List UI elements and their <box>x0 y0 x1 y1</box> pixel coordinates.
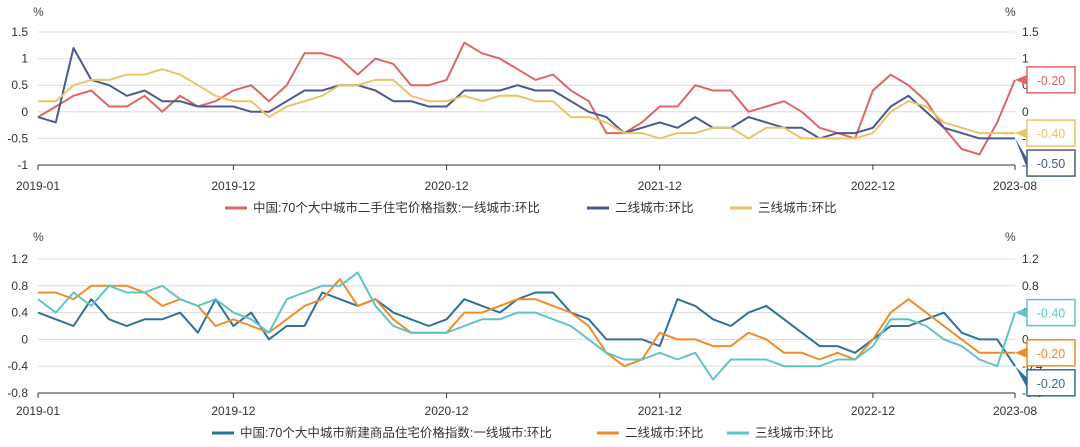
y-tick-label-left: 0 <box>21 105 28 119</box>
legend-label: 中国:70个大中城市二手住宅价格指数:一线城市:环比 <box>253 200 540 215</box>
y-tick-label-right: 0 <box>1022 332 1029 346</box>
y-tick-label-left: 0.8 <box>11 279 28 293</box>
end-value-tag-box <box>1026 298 1076 327</box>
y-tick-label-left: 0.5 <box>11 78 28 92</box>
end-value-tag: -0.50 <box>1015 138 1076 177</box>
end-value-tag-pointer <box>1015 366 1027 388</box>
x-tick-label: 2019-12 <box>211 179 255 193</box>
end-value-tag-box <box>1026 369 1076 397</box>
series-line-3 <box>38 68 1015 140</box>
legend-label: 中国:70个大中城市新建商品住宅价格指数:一线城市:环比 <box>240 425 552 440</box>
chart-1: -1-1-0.5-0.5000.50.5111.51.52019-012019-… <box>7 5 1076 215</box>
end-value-tag: -0.20 <box>1015 339 1076 367</box>
end-value-label: -0.50 <box>1037 157 1066 171</box>
legend-item-3[interactable]: 三线城市:环比 <box>730 200 836 215</box>
y-tick-label-right: 1.2 <box>1022 252 1039 266</box>
y-tick-label-left: -0.8 <box>7 386 28 400</box>
y-tick-label-left: -0.5 <box>7 131 28 145</box>
x-tick-label: 2021-12 <box>638 179 682 193</box>
legend-label: 二线城市:环比 <box>615 200 693 215</box>
x-tick-label: 2019-01 <box>16 404 60 418</box>
y-tick-label-right: 0 <box>1022 105 1029 119</box>
unit-label-left: % <box>33 5 44 19</box>
end-value-label: -0.20 <box>1037 347 1066 361</box>
end-value-tag-pointer <box>1015 74 1027 85</box>
legend-label: 三线城市:环比 <box>758 200 836 215</box>
y-tick-label-left: -1 <box>17 158 28 172</box>
y-tick-label-left: 1.2 <box>11 252 28 266</box>
y-tick-label-left: 0 <box>21 332 28 346</box>
x-tick-label: 2020-12 <box>425 179 469 193</box>
end-value-tag-pointer <box>1015 128 1027 139</box>
series-line-1 <box>37 291 1016 367</box>
end-value-tag-box <box>1026 119 1076 147</box>
legend-item-1[interactable]: 中国:70个大中城市新建商品住宅价格指数:一线城市:环比 <box>212 425 552 440</box>
end-value-tag-pointer <box>1015 347 1027 358</box>
y-tick-label-right: 1.5 <box>1022 25 1039 39</box>
end-value-tag-box <box>1026 66 1076 94</box>
x-tick-label: 2021-12 <box>638 404 682 418</box>
x-tick-label: 2020-12 <box>425 404 469 418</box>
x-tick-label: 2023-08 <box>993 404 1037 418</box>
legend-label: 三线城市:环比 <box>755 425 833 440</box>
unit-label-right: % <box>1005 5 1016 19</box>
chart-2: -0.8-0.8-0.4-0.4000.40.40.80.81.21.22019… <box>7 230 1076 440</box>
end-value-label: -0.20 <box>1037 74 1066 88</box>
x-tick-label: 2019-12 <box>211 404 255 418</box>
series-line-2 <box>37 47 1015 140</box>
y-tick-label-left: 0.4 <box>11 306 28 320</box>
end-value-label: -0.20 <box>1037 377 1066 391</box>
y-tick-label-left: 1.5 <box>11 25 28 39</box>
series-line-2 <box>38 278 1015 368</box>
x-tick-label: 2022-12 <box>851 179 895 193</box>
y-tick-label-left: 1 <box>21 52 28 66</box>
x-tick-label: 2022-12 <box>851 404 895 418</box>
y-tick-label-right: 0.8 <box>1022 279 1039 293</box>
end-value-tag: -0.40 <box>1015 298 1076 327</box>
end-value-tag-box <box>1026 149 1076 177</box>
legend-label: 二线城市:环比 <box>625 425 703 440</box>
end-value-tag-pointer <box>1015 307 1027 318</box>
x-tick-label: 2023-08 <box>993 179 1037 193</box>
end-value-tag: -0.40 <box>1015 119 1076 147</box>
unit-label-right: % <box>1005 230 1016 244</box>
y-tick-label-right: 1 <box>1022 52 1029 66</box>
legend-item-2[interactable]: 二线城市:环比 <box>597 425 703 440</box>
legend-item-2[interactable]: 二线城市:环比 <box>587 200 693 215</box>
end-value-tag: -0.20 <box>1015 366 1076 397</box>
end-value-label: -0.40 <box>1037 307 1066 321</box>
end-value-tag: -0.20 <box>1015 66 1076 94</box>
x-tick-label: 2019-01 <box>16 179 60 193</box>
series-line-3 <box>37 271 1016 381</box>
end-value-label: -0.40 <box>1037 127 1066 141</box>
legend-item-1[interactable]: 中国:70个大中城市二手住宅价格指数:一线城市:环比 <box>225 200 540 215</box>
y-tick-label-left: -0.4 <box>7 359 28 373</box>
unit-label-left: % <box>33 230 44 244</box>
end-value-tag-box <box>1026 339 1076 367</box>
legend-item-3[interactable]: 三线城市:环比 <box>727 425 833 440</box>
end-value-tag-pointer <box>1015 138 1027 169</box>
